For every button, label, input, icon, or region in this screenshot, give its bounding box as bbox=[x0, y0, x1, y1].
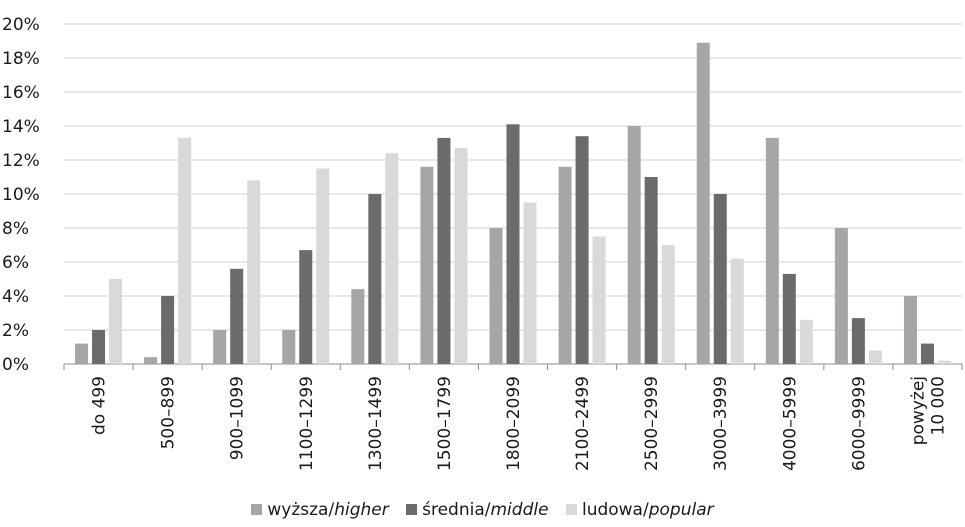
legend-swatch-middle bbox=[406, 504, 418, 515]
bar bbox=[903, 296, 917, 364]
x-tick-label-group: 1800–2099 bbox=[504, 376, 524, 471]
bar bbox=[420, 166, 434, 364]
x-tick-label: 1500–1799 bbox=[435, 376, 455, 471]
bar bbox=[178, 137, 192, 364]
y-tick-label: 2% bbox=[2, 321, 29, 341]
bar bbox=[834, 228, 848, 364]
y-tick-label: 16% bbox=[2, 83, 40, 103]
x-tick-label: 6000–9999 bbox=[849, 376, 869, 471]
bar bbox=[351, 289, 365, 364]
x-tick-label-group: 3000–3999 bbox=[711, 376, 731, 471]
legend-swatch-higher bbox=[251, 504, 263, 515]
x-tick-label: 1100–1299 bbox=[297, 376, 317, 471]
x-tick-label: 10 000 bbox=[928, 376, 948, 435]
legend-item-popular: ludowa/popular bbox=[565, 500, 714, 520]
y-tick-label: 0% bbox=[2, 355, 29, 375]
legend-label-popular-prefix: ludowa/ bbox=[581, 500, 649, 520]
x-tick-label: 900–1099 bbox=[228, 376, 248, 460]
bar bbox=[799, 319, 813, 364]
y-tick-label: 6% bbox=[2, 253, 29, 273]
y-tick-label: 18% bbox=[2, 49, 40, 69]
bar bbox=[937, 360, 951, 364]
x-tick-label-group: 2100–2499 bbox=[573, 376, 593, 471]
bar bbox=[454, 148, 468, 364]
bar bbox=[920, 343, 934, 364]
x-tick-label: 2100–2499 bbox=[573, 376, 593, 471]
legend-item-higher: wyższa/higher bbox=[251, 500, 389, 520]
x-tick-label-group: powyżej 10 000 bbox=[908, 376, 948, 445]
y-tick-label: 8% bbox=[2, 219, 29, 239]
x-tick-label-group: 1100–1299 bbox=[297, 376, 317, 471]
bar bbox=[644, 177, 658, 364]
x-tick-label-group: 1300–1499 bbox=[366, 376, 386, 471]
bar bbox=[558, 166, 572, 364]
legend-label-middle-italic: middle bbox=[490, 500, 549, 520]
legend-label-popular-italic: popular bbox=[648, 500, 714, 520]
x-tick-label: 1800–2099 bbox=[504, 376, 524, 471]
bar bbox=[713, 194, 727, 364]
bar bbox=[92, 330, 106, 364]
legend: wyższa/higher średnia/middle ludowa/popu… bbox=[0, 500, 965, 520]
bar bbox=[627, 126, 641, 364]
y-tick-label: 4% bbox=[2, 287, 29, 307]
bar bbox=[437, 137, 451, 364]
bar bbox=[661, 245, 675, 364]
bar bbox=[575, 136, 589, 364]
x-tick-label-group: 500–899 bbox=[159, 376, 179, 449]
x-tick-label: do 499 bbox=[90, 376, 110, 435]
y-tick-label: 12% bbox=[2, 151, 40, 171]
x-tick-label-group: 6000–9999 bbox=[849, 376, 869, 471]
bar bbox=[868, 350, 882, 364]
bar bbox=[282, 330, 296, 364]
x-tick-label: 500–899 bbox=[159, 376, 179, 449]
x-tick-label-group: do 499 bbox=[90, 376, 110, 435]
bar-chart-plot: 0% 2% 4% 6% 8% 10% 12% 14% 16% 18% 20% do 499 500–89… bbox=[2, 15, 963, 471]
legend-label-higher-italic: higher bbox=[334, 500, 389, 520]
x-tick-label-group: 1500–1799 bbox=[435, 376, 455, 471]
y-tick-label: 10% bbox=[2, 185, 40, 205]
legend-label-middle-prefix: średnia/ bbox=[422, 500, 491, 520]
legend-item-middle: średnia/middle bbox=[406, 500, 549, 520]
bar bbox=[489, 228, 503, 364]
bar bbox=[782, 273, 796, 364]
bar bbox=[230, 268, 244, 364]
bar bbox=[592, 236, 606, 364]
legend-label-higher-prefix: wyższa/ bbox=[267, 500, 335, 520]
x-tick-label-group: 2500–2999 bbox=[642, 376, 662, 471]
bar bbox=[851, 318, 865, 364]
x-tick-label-group: 900–1099 bbox=[228, 376, 248, 460]
bar bbox=[385, 153, 399, 364]
x-tick-label: 4000–5999 bbox=[780, 376, 800, 471]
x-tick-label: 3000–3999 bbox=[711, 376, 731, 471]
bar bbox=[213, 330, 227, 364]
x-tick-label-group: 4000–5999 bbox=[780, 376, 800, 471]
x-tick-label: 2500–2999 bbox=[642, 376, 662, 471]
y-tick-label: 14% bbox=[2, 117, 40, 137]
bar bbox=[506, 124, 520, 364]
bar bbox=[730, 258, 744, 364]
x-tick-label: 1300–1499 bbox=[366, 376, 386, 471]
bar bbox=[765, 137, 779, 364]
bar bbox=[247, 180, 261, 364]
bar bbox=[368, 194, 382, 364]
bar bbox=[75, 343, 89, 364]
bar bbox=[161, 296, 175, 364]
bar bbox=[523, 202, 537, 364]
bar bbox=[316, 168, 330, 364]
legend-swatch-popular bbox=[565, 504, 577, 515]
bar bbox=[696, 42, 710, 364]
y-tick-label: 20% bbox=[2, 15, 40, 35]
bar bbox=[144, 357, 158, 364]
bar bbox=[109, 279, 123, 364]
bar bbox=[299, 250, 313, 364]
x-tick-label: powyżej bbox=[908, 376, 928, 445]
